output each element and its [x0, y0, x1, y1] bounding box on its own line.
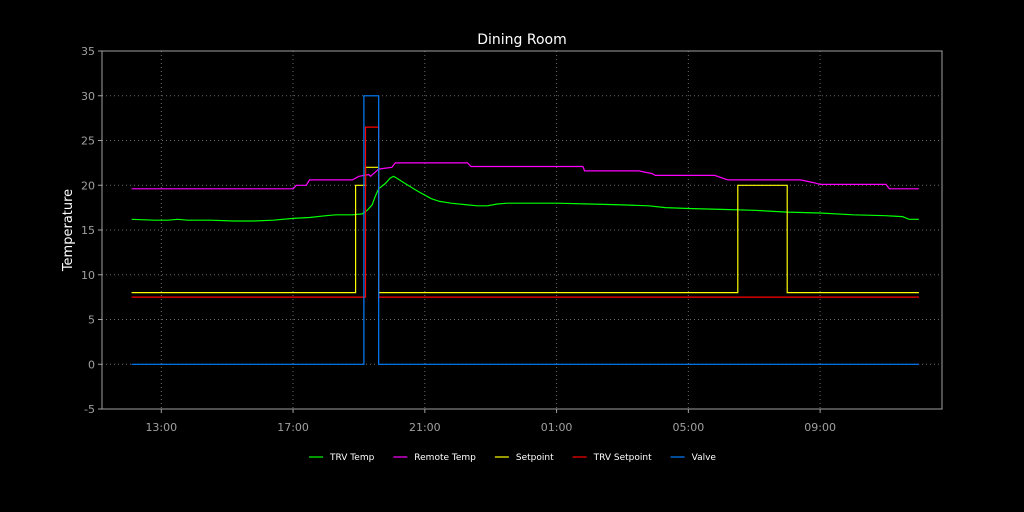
series-line-trv-setpoint [131, 126, 919, 298]
x-tick-label: 21:00 [409, 421, 441, 434]
y-tick-label: 10 [81, 269, 95, 282]
series-layer [131, 95, 919, 365]
x-tick-label: 01:00 [541, 421, 573, 434]
legend: TRV Temp Remote Temp Setpoint TRV Setpoint V… [309, 453, 716, 463]
series-line-trv-temp [131, 175, 919, 222]
legend-label: Valve [692, 453, 717, 463]
legend-item: Setpoint [494, 453, 554, 463]
x-tick-label: 05:00 [673, 421, 705, 434]
series-line-remote-temp [131, 162, 919, 190]
series-line-valve [131, 95, 919, 365]
y-tick-label: 20 [81, 179, 95, 192]
x-tick-label: 13:00 [145, 421, 177, 434]
chart-title: Dining Room [477, 32, 567, 48]
grid [102, 51, 942, 409]
x-tick-label: 17:00 [277, 421, 309, 434]
y-tick-label: -5 [84, 403, 95, 416]
legend-label: TRV Temp [329, 453, 375, 463]
legend-item: TRV Setpoint [572, 453, 652, 463]
x-axis-ticks: 13:00 17:00 21:00 01:00 05:00 09:00 [145, 409, 836, 434]
legend-item: TRV Temp [309, 453, 375, 463]
y-tick-label: 30 [81, 90, 95, 103]
y-axis-ticks: -5 0 5 10 15 20 25 30 35 [81, 45, 102, 416]
y-tick-label: 15 [81, 224, 95, 237]
y-tick-label: 25 [81, 135, 95, 148]
legend-label: Remote Temp [414, 453, 476, 463]
y-tick-label: 0 [88, 358, 95, 371]
x-tick-label: 09:00 [804, 421, 836, 434]
legend-label: TRV Setpoint [593, 453, 652, 463]
legend-label: Setpoint [516, 453, 554, 463]
legend-item: Valve [670, 453, 717, 463]
y-tick-label: 35 [81, 45, 95, 58]
legend-item: Remote Temp [393, 453, 476, 463]
y-axis-label: Temperature [61, 189, 76, 272]
y-tick-label: 5 [88, 314, 95, 327]
